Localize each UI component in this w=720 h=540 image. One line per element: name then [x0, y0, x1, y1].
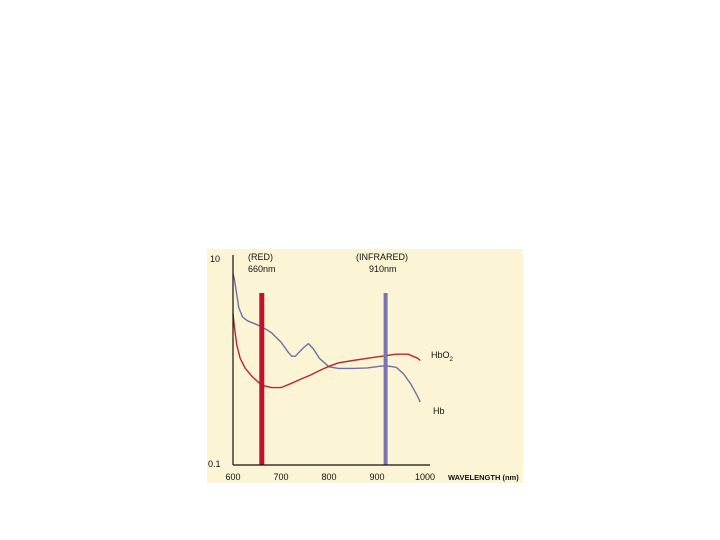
infrared-marker-label-line2: 910nm	[369, 264, 397, 274]
x-tick-label-600: 600	[225, 472, 240, 482]
marker-layer	[259, 293, 388, 465]
red-marker-label-line2: 660nm	[248, 264, 276, 274]
red-660nm-marker-bar	[259, 293, 265, 465]
red-marker-label-line1: (RED)	[248, 252, 273, 262]
series-line-hbo2	[232, 313, 421, 389]
infrared-marker-label-line1: (INFRARED)	[356, 252, 408, 262]
x-tick-label-800: 800	[321, 472, 336, 482]
x-tick-label-1000: 1000	[415, 472, 435, 482]
x-axis-label: WAVELENGTH (nm)	[448, 473, 519, 482]
x-tick-label-900: 900	[369, 472, 384, 482]
hb-series-label: Hb	[433, 406, 445, 416]
infrared-910nm-marker-bar	[383, 293, 388, 465]
y-tick-label-top: 10	[210, 254, 220, 264]
series-layer	[232, 273, 421, 403]
chart-background	[207, 249, 523, 483]
hbo2-label-main: HbO	[431, 350, 450, 360]
series-line-hb	[232, 273, 421, 403]
y-tick-label-bottom: 0.1	[208, 459, 221, 469]
x-tick-layer: 600 700 800 900 1000	[225, 472, 435, 482]
hbo2-series-label: HbO2	[431, 350, 454, 363]
x-tick-label-700: 700	[273, 472, 288, 482]
hbo2-label-subscript: 2	[450, 357, 454, 363]
